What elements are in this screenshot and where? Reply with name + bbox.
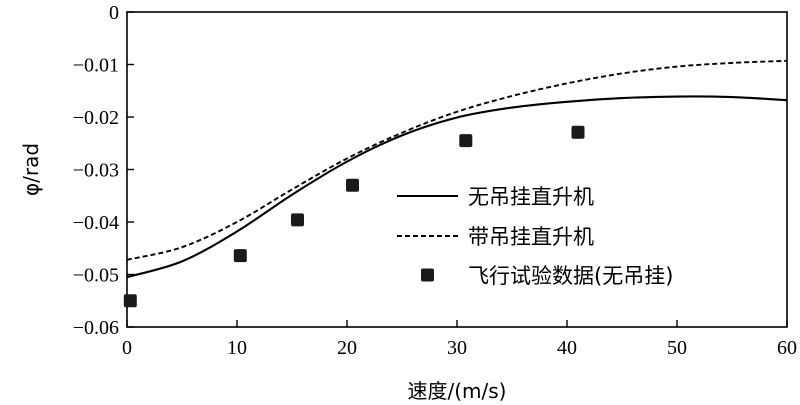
- x-tick-label: 20: [337, 337, 357, 359]
- flight-test-point: [291, 213, 304, 227]
- y-tick-label: −0.01: [73, 55, 119, 77]
- y-tick-label: −0.06: [73, 317, 119, 339]
- y-tick-label: −0.05: [73, 265, 119, 287]
- legend-label-no-sling: 无吊挂直升机: [468, 185, 594, 209]
- series-layer: [123, 59, 788, 308]
- x-tick-label: 30: [447, 337, 467, 359]
- flight-test-point: [123, 294, 137, 308]
- y-tick-label: 0: [109, 2, 119, 24]
- series-line-no-sling: [126, 95, 788, 279]
- flight-test-point: [346, 178, 359, 192]
- legend-swatch-marker: [421, 268, 434, 282]
- y-tick-label: −0.03: [73, 160, 119, 182]
- flight-test-point: [459, 134, 473, 148]
- legend-label-with-sling: 带吊挂直升机: [468, 225, 594, 249]
- axes: [126, 11, 788, 328]
- plot-frame: [126, 11, 788, 328]
- y-tick-label: −0.02: [73, 107, 119, 129]
- x-tick-label: 60: [777, 337, 797, 359]
- flight-test-point: [571, 125, 585, 139]
- x-tick-label: 50: [667, 337, 687, 359]
- series-line-with-sling: [126, 59, 788, 261]
- ticks: 0 10 20 30 40 50 60 0 −0.01 −0.02 −0.03 −0.04 −0.05 −…: [73, 2, 797, 359]
- y-tick-label: −0.04: [73, 212, 119, 234]
- x-axis-label: 速度/(m/s): [408, 379, 507, 403]
- x-tick-label: 40: [557, 337, 577, 359]
- legend-label-flight-test: 飞行试验数据(无吊挂): [468, 264, 673, 288]
- x-tick-label: 0: [122, 337, 132, 359]
- y-axis-label: φ/rad: [19, 143, 43, 196]
- x-tick-label: 10: [227, 337, 247, 359]
- flight-test-point: [233, 249, 247, 263]
- legend: 无吊挂直升机 带吊挂直升机 飞行试验数据(无吊挂): [397, 185, 673, 288]
